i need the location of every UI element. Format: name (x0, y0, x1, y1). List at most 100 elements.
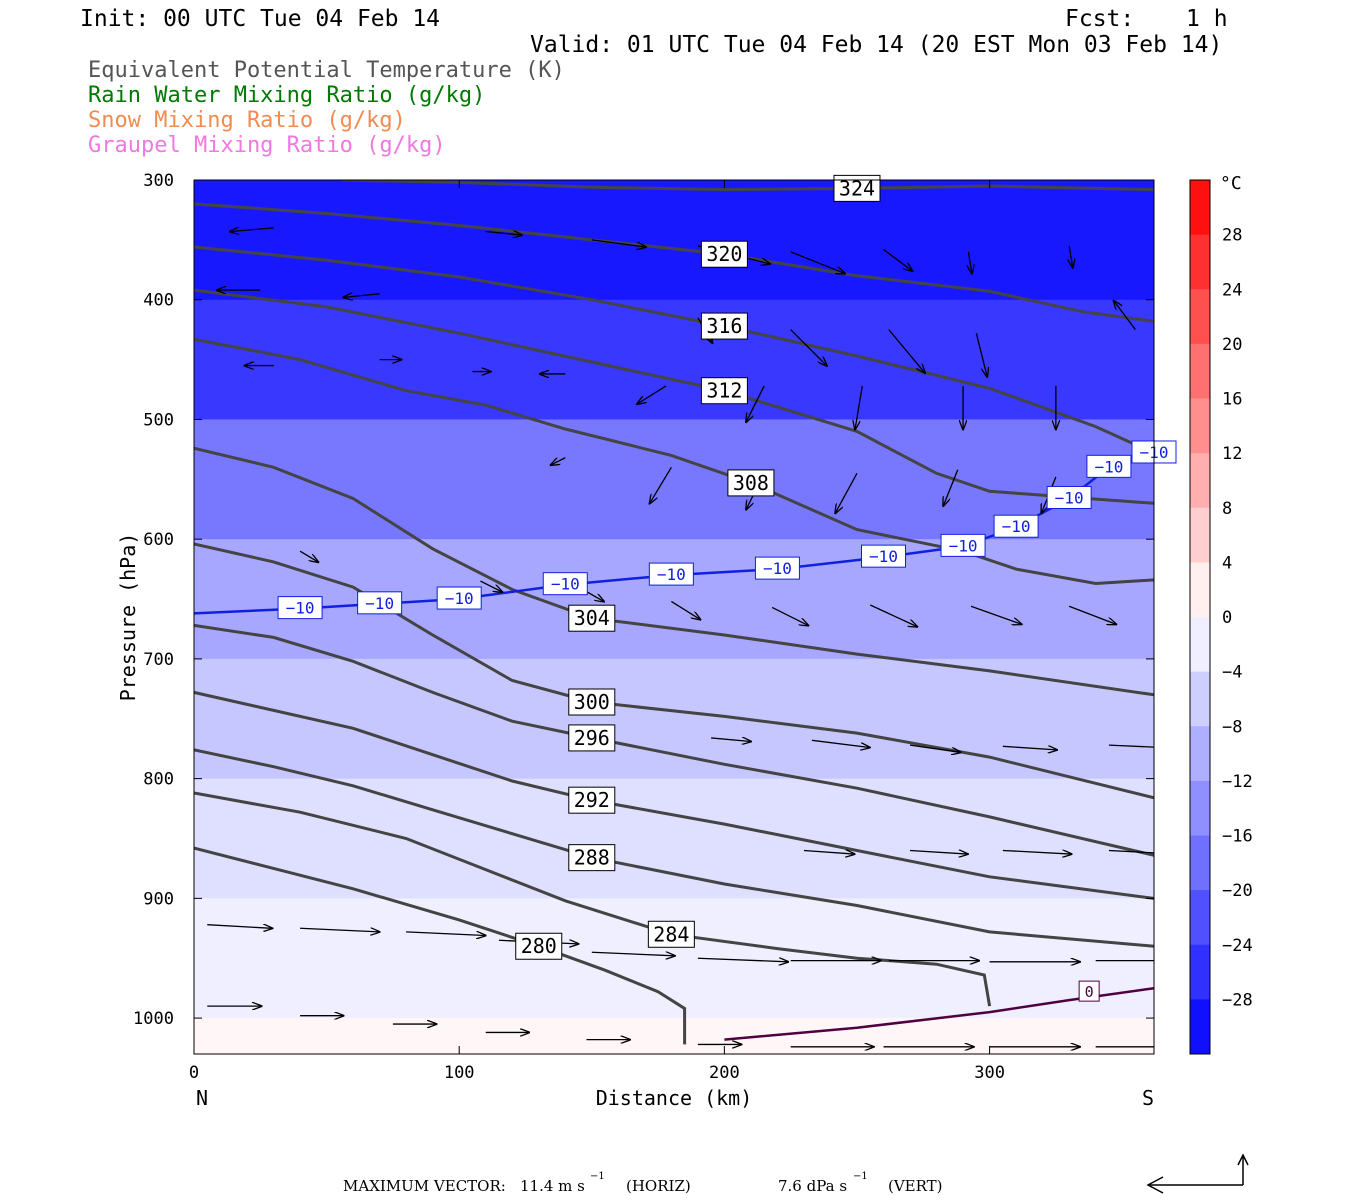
colorbar-tick-label: −24 (1222, 936, 1253, 956)
isotherm-label-text: −10 (365, 594, 394, 613)
contour-label-box (568, 604, 616, 632)
wind-vector (650, 467, 672, 503)
y-tick-label: 1000 (133, 1009, 174, 1029)
theta-e-label-292: 292 (568, 786, 616, 814)
isotherm-minus10-label: −10 (357, 591, 403, 615)
colorbar-swatch (1190, 726, 1210, 782)
horiz-exponent: −1 (590, 1171, 605, 1182)
init-time: Init: 00 UTC Tue 04 Feb 14 (80, 6, 441, 32)
wind-vector (811, 739, 870, 747)
contour-labels: 324320316312308304300296292288284280−10−… (277, 174, 1177, 1002)
x-end-label-left: N (196, 1086, 208, 1110)
isotherm-minus10-label: −10 (648, 562, 694, 586)
contour-label-text: 292 (574, 788, 610, 812)
x-axis-title: Distance (km) (596, 1086, 753, 1110)
contour-label-box (568, 844, 616, 872)
colorbar-swatch (1190, 398, 1210, 454)
reference-arrow-icon (1146, 1153, 1249, 1194)
legend-item-theta-e: Equivalent Potential Temperature (K) (88, 58, 565, 83)
isotherm-minus10-label: −10 (277, 596, 323, 620)
contour-label-text: 300 (574, 690, 610, 714)
isotherm-minus10-label: −10 (1086, 454, 1132, 478)
horiz-max-value: 11.4 m s (520, 1177, 585, 1195)
theta-e-label-300: 300 (568, 688, 616, 716)
colorbar-swatch (1190, 617, 1210, 673)
colorbar-swatch (1190, 180, 1210, 236)
contour-label-text: 304 (574, 606, 610, 630)
isotherm-label-text: 0 (1085, 983, 1094, 1001)
wind-vector (888, 329, 925, 373)
colorbar-swatch (1190, 780, 1210, 836)
wind-vector (883, 248, 913, 271)
isotherm-minus10-label: −10 (940, 533, 986, 557)
wind-vector (771, 606, 808, 625)
forecast-hour: 1 h (1186, 6, 1228, 32)
colorbar-tick-label: −20 (1222, 881, 1253, 901)
y-tick-label: 900 (143, 889, 174, 909)
wind-vector (1069, 245, 1073, 268)
theta-e-label-296: 296 (568, 724, 616, 752)
wind-vector (207, 925, 272, 929)
colorbar-tick-label: −28 (1222, 990, 1253, 1010)
isotherm-label-text: −10 (286, 599, 315, 618)
temperature-band (194, 180, 1154, 301)
contour-label-box (647, 920, 695, 948)
colorbar-tick-label: 8 (1222, 499, 1232, 519)
isotherm-label-text: −10 (551, 575, 580, 594)
x-end-label-right: S (1142, 1086, 1154, 1110)
isotherm-label-box (1078, 980, 1100, 1002)
theta-e-line-308 (194, 337, 1154, 586)
isotherm-label-box (1086, 454, 1132, 478)
wind-vector (746, 385, 765, 422)
isotherm-label-box (357, 591, 403, 615)
y-tick-label: 800 (143, 770, 174, 790)
vert-unit: (VERT) (888, 1177, 943, 1195)
forecast-label: Fcst: (1065, 6, 1135, 32)
temperature-band (194, 778, 1154, 900)
wind-vector (711, 738, 751, 742)
contour-label-text: 280 (521, 934, 557, 958)
isotherm-label-text: −10 (445, 589, 474, 608)
colorbar-tick-label: 24 (1222, 280, 1242, 300)
isotherm-label-text: −10 (1055, 488, 1084, 507)
colorbar-swatch (1190, 999, 1210, 1055)
wind-vector (299, 550, 318, 562)
theta-e-line-288 (194, 748, 1154, 948)
horiz-unit: (HORIZ) (626, 1177, 691, 1195)
colorbar-tick-label: −4 (1222, 663, 1242, 683)
colorbar-tick-label: 28 (1222, 226, 1242, 246)
colorbar-frame (1189, 179, 1211, 1055)
wind-vector (943, 469, 959, 506)
theta-e-line-296 (194, 623, 1154, 857)
legend-item-graupel: Graupel Mixing Ratio (g/kg) (88, 133, 446, 158)
isotherm-minus10-label: −10 (861, 544, 907, 568)
wind-vector (970, 605, 1021, 624)
wind-vector (485, 231, 522, 235)
wind-vector (790, 251, 845, 274)
wind-vector (909, 850, 968, 854)
isotherm-label-text: −10 (1002, 517, 1031, 536)
colorbar-swatch (1190, 671, 1210, 727)
colorbar-swatch (1190, 890, 1210, 946)
wind-vector (697, 958, 788, 962)
theta-e-label-320: 320 (700, 240, 748, 268)
wind-vector (975, 333, 987, 376)
theta-e-label-308: 308 (727, 469, 775, 497)
wind-vector (803, 850, 854, 854)
y-tick-label: 500 (143, 410, 174, 430)
theta-e-line-324 (342, 180, 1154, 192)
wind-vector (869, 604, 917, 627)
wind-vector (551, 457, 566, 465)
colorbar-tick-label: −8 (1222, 717, 1242, 737)
wind-vector (1108, 849, 1154, 854)
colorbar-tick-label: 12 (1222, 444, 1242, 464)
axes: 300 400 500 600 700 800 900 1000 0 100 200 300 (133, 171, 1154, 1083)
theta-e-label-288: 288 (568, 844, 616, 872)
contour-label-box (568, 786, 616, 814)
vert-max-value: 7.6 dPa s (778, 1177, 848, 1195)
wind-vector (968, 251, 972, 274)
contour-label-text: 308 (733, 471, 769, 495)
isotherm-label-box (542, 572, 588, 596)
colorbar-swatch (1190, 343, 1210, 399)
